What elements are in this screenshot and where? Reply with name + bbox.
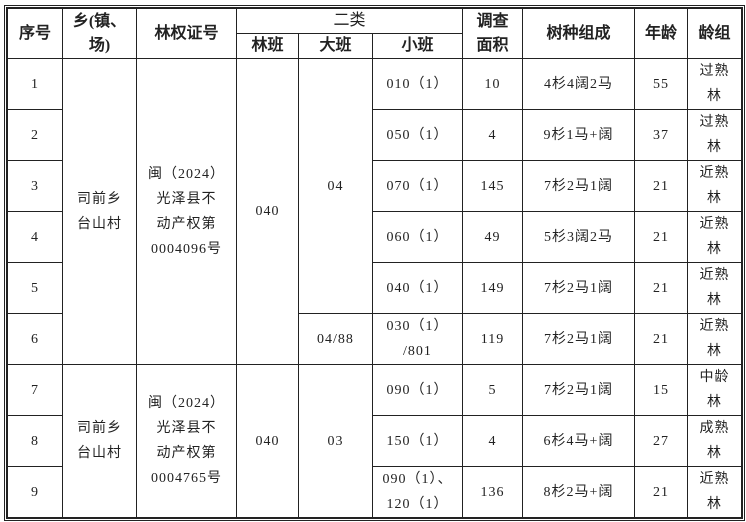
- cell-seq: 3: [7, 160, 63, 212]
- cell-age: 21: [634, 160, 688, 212]
- table-row: 6 04/88 030（1） /801 119 7杉2马1阔 21 近熟 林: [7, 313, 742, 365]
- cell-age-group: 近熟 林: [687, 211, 742, 263]
- cell-xiao-ban: 090（1）、 120（1）: [372, 466, 463, 518]
- cell-age: 55: [634, 58, 688, 110]
- cell-xiao-ban: 090（1）: [372, 364, 463, 416]
- cell-age: 27: [634, 415, 688, 467]
- cell-township: 司前乡 台山村: [62, 58, 137, 365]
- cell-seq: 6: [7, 313, 63, 365]
- cell-lin-ban: 040: [236, 58, 299, 365]
- cell-age-group: 近熟 林: [687, 262, 742, 314]
- header-da-ban: 大班: [298, 33, 373, 59]
- header-township: 乡(镇、 场): [62, 8, 137, 59]
- cell-area: 10: [462, 58, 523, 110]
- cell-age: 21: [634, 211, 688, 263]
- table-row: 1 司前乡 台山村 闽（2024） 光泽县不 动产权第 0004096号 040…: [7, 58, 742, 365]
- cell-species: 4杉4阔2马: [522, 58, 635, 110]
- cell-xiao-ban: 070（1）: [372, 160, 463, 212]
- cell-species: 5杉3阔2马: [522, 211, 635, 263]
- header-seq: 序号: [7, 8, 63, 59]
- cell-seq: 5: [7, 262, 63, 314]
- cell-da-ban: 04/88: [298, 313, 373, 365]
- cell-area: 119: [462, 313, 523, 365]
- table-row: 7 司前乡 台山村 闽（2024） 光泽县不 动产权第 0004765号 040…: [7, 364, 742, 518]
- header-age-group: 龄组: [687, 8, 742, 59]
- table-row: 8 150（1） 4 6杉4马+阔 27 成熟 林: [7, 415, 742, 467]
- cell-cert: 闽（2024） 光泽县不 动产权第 0004096号: [136, 58, 237, 365]
- cell-age: 21: [634, 466, 688, 518]
- cell-area: 4: [462, 109, 523, 161]
- cell-age: 21: [634, 313, 688, 365]
- forest-rights-table: 序号 乡(镇、 场) 林权证号 二类 调查 面积 树种组成 年龄 龄组 林班 大…: [7, 8, 742, 518]
- cell-age-group: 近熟 林: [687, 466, 742, 518]
- table-row: 5 040（1） 149 7杉2马1阔 21 近熟 林: [7, 262, 742, 314]
- cell-seq: 7: [7, 364, 63, 416]
- cell-species: 8杉2马+阔: [522, 466, 635, 518]
- cell-area: 49: [462, 211, 523, 263]
- header-class2: 二类: [236, 8, 463, 34]
- cell-seq: 1: [7, 58, 63, 110]
- header-age: 年龄: [634, 8, 688, 59]
- header-species: 树种组成: [522, 8, 635, 59]
- cell-seq: 4: [7, 211, 63, 263]
- header-lin-ban: 林班: [236, 33, 299, 59]
- cell-area: 136: [462, 466, 523, 518]
- cell-age-group: 近熟 林: [687, 313, 742, 365]
- cell-area: 5: [462, 364, 523, 416]
- cell-species: 7杉2马1阔: [522, 364, 635, 416]
- header-row: 序号 乡(镇、 场) 林权证号 二类 调查 面积 树种组成 年龄 龄组: [7, 8, 742, 59]
- cell-area: 4: [462, 415, 523, 467]
- cell-age-group: 中龄 林: [687, 364, 742, 416]
- cell-xiao-ban: 010（1）: [372, 58, 463, 110]
- cell-species: 7杉2马1阔: [522, 262, 635, 314]
- cell-age: 37: [634, 109, 688, 161]
- header-subrow: 林班 大班 小班: [8, 33, 742, 59]
- table-row: 2 050（1） 4 9杉1马+阔 37 过熟 林: [7, 109, 742, 161]
- cell-seq: 9: [7, 466, 63, 518]
- header-area: 调查 面积: [462, 8, 523, 59]
- cell-xiao-ban: 150（1）: [372, 415, 463, 467]
- cell-age-group: 近熟 林: [687, 160, 742, 212]
- cell-xiao-ban: 060（1）: [372, 211, 463, 263]
- cell-species: 6杉4马+阔: [522, 415, 635, 467]
- cell-area: 149: [462, 262, 523, 314]
- cell-xiao-ban: 050（1）: [372, 109, 463, 161]
- cell-area: 145: [462, 160, 523, 212]
- cell-age-group: 成熟 林: [687, 415, 742, 467]
- table-row: 9 090（1）、 120（1） 136 8杉2马+阔 21 近熟 林: [7, 466, 742, 518]
- cell-species: 7杉2马1阔: [522, 313, 635, 365]
- forest-table-frame: 序号 乡(镇、 场) 林权证号 二类 调查 面积 树种组成 年龄 龄组 林班 大…: [4, 5, 745, 521]
- cell-age: 21: [634, 262, 688, 314]
- cell-township: 司前乡 台山村: [62, 364, 137, 518]
- cell-seq: 2: [7, 109, 63, 161]
- cell-species: 9杉1马+阔: [522, 109, 635, 161]
- cell-cert: 闽（2024） 光泽县不 动产权第 0004765号: [136, 364, 237, 518]
- cell-da-ban: 04: [298, 58, 373, 314]
- table-row: 3 070（1） 145 7杉2马1阔 21 近熟 林: [7, 160, 742, 212]
- header-cert: 林权证号: [136, 8, 237, 59]
- cell-da-ban: 03: [298, 364, 373, 518]
- cell-age-group: 过熟 林: [687, 109, 742, 161]
- cell-xiao-ban: 040（1）: [372, 262, 463, 314]
- header-xiao-ban: 小班: [372, 33, 463, 59]
- cell-age: 15: [634, 364, 688, 416]
- cell-age-group: 过熟 林: [687, 58, 742, 110]
- cell-lin-ban: 040: [236, 364, 299, 518]
- cell-species: 7杉2马1阔: [522, 160, 635, 212]
- cell-seq: 8: [7, 415, 63, 467]
- cell-xiao-ban: 030（1） /801: [372, 313, 463, 365]
